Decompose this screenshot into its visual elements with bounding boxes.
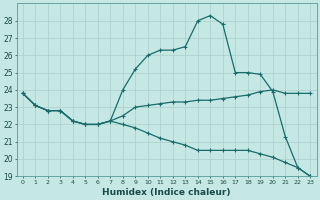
X-axis label: Humidex (Indice chaleur): Humidex (Indice chaleur) — [102, 188, 231, 197]
